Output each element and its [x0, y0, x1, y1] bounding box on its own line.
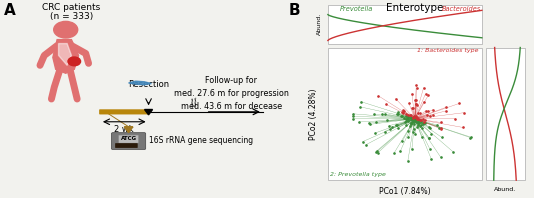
Text: B: B	[288, 3, 300, 18]
Circle shape	[68, 57, 81, 66]
Bar	[485, 48, 525, 180]
Text: 16S rRNA gene sequencing: 16S rRNA gene sequencing	[148, 136, 253, 146]
Text: Resection: Resection	[128, 80, 169, 89]
Text: PCo1 (7.84%): PCo1 (7.84%)	[379, 187, 431, 196]
Polygon shape	[145, 109, 153, 115]
Text: Abund.: Abund.	[317, 13, 321, 35]
Text: //: //	[190, 98, 199, 109]
Text: 2: Prevotella type: 2: Prevotella type	[331, 172, 386, 177]
FancyBboxPatch shape	[115, 143, 138, 148]
Polygon shape	[129, 81, 152, 85]
FancyBboxPatch shape	[119, 135, 138, 143]
Bar	[328, 5, 482, 44]
Text: 1: Bacteroides type: 1: Bacteroides type	[417, 49, 478, 53]
Text: (n = 333): (n = 333)	[50, 12, 93, 21]
FancyBboxPatch shape	[99, 109, 150, 114]
Text: Enterotype: Enterotype	[386, 3, 444, 13]
Bar	[328, 48, 482, 180]
Polygon shape	[59, 44, 72, 65]
Polygon shape	[124, 127, 133, 133]
Polygon shape	[53, 40, 78, 73]
Text: Bacteroides: Bacteroides	[442, 6, 482, 12]
Text: Prevotella: Prevotella	[340, 6, 374, 12]
Text: PCo2 (4.28%): PCo2 (4.28%)	[309, 88, 318, 140]
Text: 2 wk: 2 wk	[114, 125, 134, 134]
Text: Abund.: Abund.	[494, 187, 516, 192]
Circle shape	[54, 21, 78, 38]
Text: Follow-up for
med. 27.6 m for progression
med. 43.6 m for decease: Follow-up for med. 27.6 m for progressio…	[174, 76, 289, 111]
Text: ATCG: ATCG	[121, 136, 137, 142]
Text: CRC patients: CRC patients	[42, 3, 100, 12]
FancyBboxPatch shape	[112, 133, 146, 149]
Text: A: A	[4, 3, 16, 18]
